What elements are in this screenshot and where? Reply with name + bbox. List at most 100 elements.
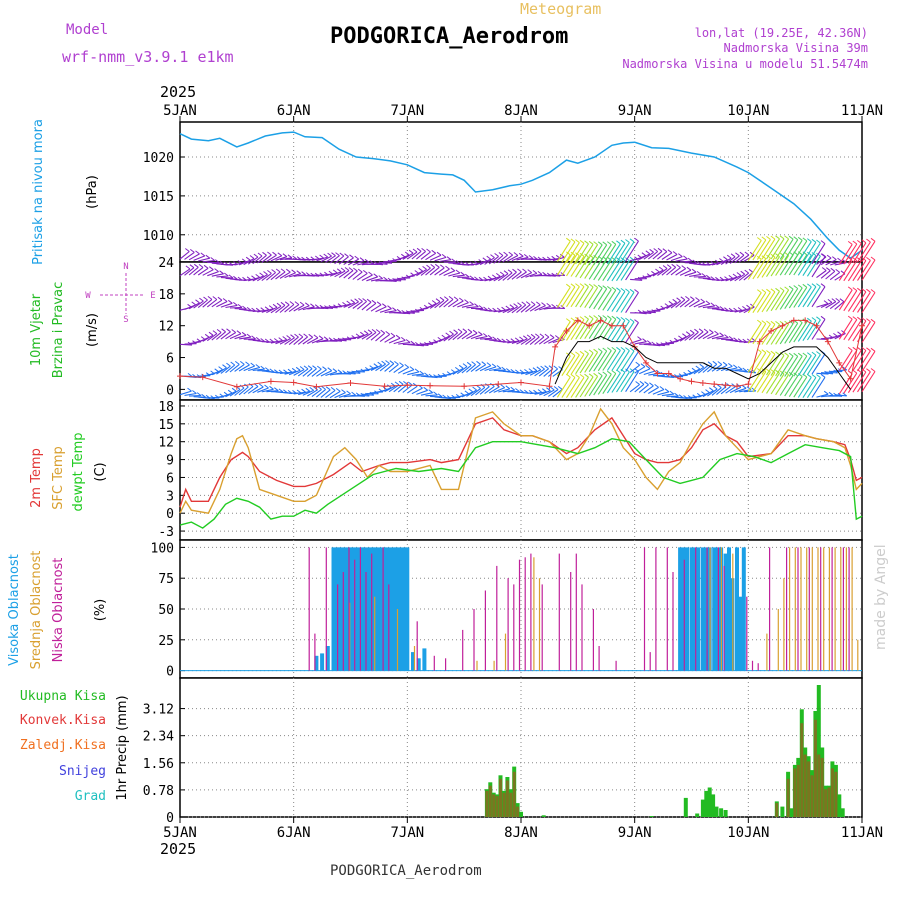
wind-barb: [339, 372, 352, 375]
wind-barb-flag: [500, 384, 506, 389]
precip-total-bar: [707, 787, 712, 817]
wind-barb: [716, 386, 727, 396]
wind-barb: [438, 268, 450, 276]
wind-barb: [820, 257, 832, 266]
wind-barb: [693, 331, 704, 340]
year-top: 2025: [160, 83, 196, 101]
temp-title2: SFC Temp: [51, 446, 66, 510]
wind-barb: [566, 377, 580, 398]
wind-barb-flag: [821, 253, 827, 258]
wind-barb-flag: [606, 370, 612, 375]
wind-barb: [588, 244, 603, 266]
wind-barb-flag: [671, 263, 677, 268]
wind-barb: [747, 322, 762, 344]
wind-barb: [570, 319, 585, 341]
wind-barb: [820, 270, 831, 279]
wind-barb-flag: [309, 386, 315, 391]
wind-barb-flag: [339, 252, 345, 257]
wind-barb-flag: [655, 268, 660, 273]
wind-barb: [556, 254, 571, 276]
wind-barb: [820, 301, 833, 308]
temp-series-2: [179, 437, 863, 529]
wind-barb-flag: [258, 383, 264, 388]
wind-barb: [370, 332, 381, 341]
wind-barb-flag: [530, 333, 536, 338]
wind-barb: [507, 340, 520, 344]
wind-barb: [370, 364, 382, 371]
wind-barb: [830, 394, 843, 397]
wind-barb-flag: [797, 352, 803, 357]
wind-barb: [861, 259, 876, 281]
precip-conv-bar: [499, 778, 502, 817]
wind-barb-flag: [460, 271, 466, 276]
wind-barb-flag: [669, 390, 675, 395]
cloud-high-bar: [339, 547, 344, 671]
clouds-ytick-label: 25: [158, 634, 174, 649]
wind-barb-flag: [646, 340, 652, 345]
wind-barb-flag: [727, 362, 733, 367]
wind-barb: [606, 319, 621, 341]
wind-barb: [420, 392, 433, 396]
wind-barb: [470, 363, 481, 373]
precip-total-bar: [711, 794, 716, 817]
wind-barb-flag: [299, 301, 305, 306]
wind-barb-flag: [316, 365, 322, 370]
wind-barb: [847, 319, 862, 341]
wind-barb-flag: [597, 241, 603, 246]
wind-barb: [429, 266, 440, 276]
temp-title: 2m Temp: [29, 448, 44, 508]
wind-barb: [747, 240, 762, 261]
wind-barb: [352, 370, 365, 373]
wind-barb-flag: [350, 299, 356, 304]
wind-barb-flag: [835, 268, 841, 273]
wind-barb-flag: [376, 301, 382, 306]
wind-barb: [761, 238, 776, 260]
precip-total-bar: [541, 815, 546, 817]
wind-gust-marker: [802, 317, 809, 324]
wind-barb: [861, 241, 876, 262]
wind-barb: [266, 272, 276, 281]
wind-barb: [520, 371, 533, 375]
wind-barb-flag: [541, 302, 546, 307]
wind-barb: [625, 371, 639, 392]
wind-barb-flag: [290, 334, 295, 339]
wind-barb: [234, 363, 245, 372]
wind-barb: [606, 260, 621, 282]
wind-barb-flag: [398, 380, 404, 385]
wind-barb-flag: [468, 388, 474, 393]
wind-barb-flag: [606, 285, 612, 290]
wind-barb: [261, 272, 272, 282]
wind-barb: [520, 272, 532, 279]
wind-barb-flag: [467, 328, 473, 333]
wind-barb: [566, 286, 580, 308]
wind-barb: [752, 371, 767, 393]
wind-barb: [202, 298, 213, 308]
wind-barb: [634, 383, 645, 393]
wind-barb: [502, 272, 513, 281]
wind-barb-flag: [682, 333, 687, 338]
wind-barb-flag: [597, 372, 603, 377]
wind-barb: [466, 332, 478, 340]
wind-barb-flag: [305, 387, 311, 392]
wind-barb-flag: [251, 335, 256, 340]
wind-barb: [693, 275, 706, 278]
wind-barb: [339, 338, 352, 341]
precip-total-bar: [519, 811, 523, 817]
wind-barb: [539, 390, 551, 396]
wind-barb-flag: [770, 350, 776, 355]
wind-barb: [634, 312, 647, 315]
wind-barb: [411, 270, 423, 277]
wind-barb: [593, 350, 608, 372]
wind-barb: [243, 386, 254, 395]
wind-barb: [270, 305, 282, 314]
wind-barb: [188, 253, 200, 261]
wind-barb: [370, 263, 383, 266]
wind-barb-flag: [588, 240, 594, 245]
wind-barb: [606, 372, 621, 394]
wind-barb: [752, 239, 767, 261]
wind-barb: [520, 304, 531, 313]
wind-barb: [825, 371, 838, 374]
wind-barb: [479, 365, 492, 372]
wind-barb: [593, 288, 608, 310]
wind-barb: [202, 269, 214, 276]
